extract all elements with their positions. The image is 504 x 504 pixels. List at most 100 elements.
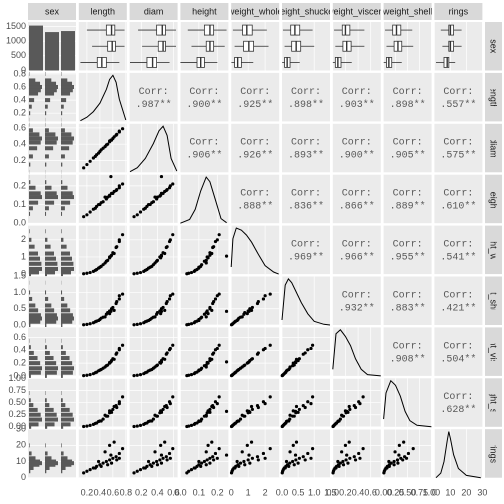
scatter-point (138, 373, 143, 377)
histogram-bar (45, 308, 55, 313)
histogram-bar (45, 251, 54, 256)
scatter-point (82, 424, 86, 429)
x-tick-label: 0.2 (211, 487, 224, 497)
scatter-point (135, 469, 139, 473)
scatter-point (96, 369, 101, 373)
scatter-point (99, 264, 103, 268)
density-line (230, 227, 279, 275)
histogram-bar (29, 323, 31, 327)
histogram-bar (61, 373, 63, 378)
panel-background (282, 72, 330, 122)
corr-title: Corr: (342, 239, 372, 250)
scatter-point (206, 443, 210, 447)
histogram-bar (61, 146, 70, 151)
scatter-point (159, 409, 164, 413)
corr-title: Corr: (443, 341, 473, 352)
scatter-point (168, 346, 172, 351)
histogram-bar (61, 366, 74, 371)
scatter-point (150, 464, 154, 468)
scatter-point (345, 453, 349, 457)
scatter-point (146, 459, 151, 464)
y-tick-label: 1.00 (8, 373, 26, 383)
scatter-point (111, 407, 115, 412)
panel-background (129, 225, 178, 275)
scatter-point (261, 297, 266, 301)
scatter-point (208, 461, 212, 465)
x-tick-label: 1.0 (308, 487, 321, 497)
histogram-bar (61, 443, 62, 448)
corr-value: .955** (390, 251, 426, 263)
row-strip (485, 276, 502, 325)
histogram-bar (29, 361, 41, 366)
scatter-point (150, 264, 154, 268)
scatter-point (361, 395, 365, 399)
scatter-point (283, 466, 287, 470)
scatter-point (187, 424, 191, 428)
histogram-bar (61, 459, 73, 464)
scatter-point (247, 453, 251, 457)
scatter-point (106, 258, 110, 262)
scatter-point (255, 455, 260, 459)
scatter-point (406, 451, 411, 456)
scatter-point (268, 343, 272, 347)
histogram-bar (45, 211, 47, 216)
scatter-point (197, 369, 201, 373)
scatter-point (93, 320, 97, 324)
scatter-point (235, 459, 239, 464)
scatter-point (294, 440, 299, 444)
histogram-bar (45, 154, 49, 159)
scatter-point (106, 195, 110, 199)
histogram-bar (29, 195, 42, 200)
scatter-point (187, 322, 191, 326)
scatter-point (284, 459, 289, 464)
scatter-point (204, 463, 208, 467)
scatter-point (88, 210, 92, 214)
x-tick-label: 0.50 (399, 487, 417, 497)
scatter-point (292, 363, 296, 367)
scatter-point (208, 410, 212, 414)
scatter-point (352, 455, 356, 459)
scatter-point (115, 405, 119, 410)
scatter-point (336, 459, 340, 464)
scatter-point (101, 461, 105, 465)
corr-value: .836** (288, 201, 324, 213)
scatter-point (120, 182, 125, 186)
histogram-bar (61, 128, 65, 133)
scatter-point (161, 456, 165, 460)
scatter-point (146, 318, 151, 323)
scatter-point (146, 202, 151, 207)
scatter-point (385, 466, 389, 470)
scatter-point (103, 145, 107, 149)
scatter-point (108, 458, 112, 462)
scatter-point (341, 459, 345, 464)
scatter-point (109, 461, 114, 465)
scatter-point (82, 272, 86, 276)
histogram-bar (29, 370, 41, 375)
panel-background (129, 123, 178, 173)
scatter-point (189, 270, 194, 275)
panel-background (383, 327, 432, 376)
density-line (383, 379, 432, 428)
scatter-point (238, 461, 243, 465)
scatter-point (205, 458, 209, 462)
row-strip (485, 22, 502, 71)
scatter-point (189, 423, 194, 427)
histogram-bar (45, 185, 52, 190)
y-tick-label: 0.6 (13, 332, 26, 342)
column-strip (78, 3, 127, 20)
histogram-bar (61, 316, 74, 321)
scatter-point (297, 407, 301, 412)
scatter-point (93, 206, 97, 210)
scatter-point (158, 458, 162, 462)
scatter-point (150, 201, 154, 205)
corr-value: .906** (186, 150, 222, 162)
panel-background (332, 123, 381, 173)
scatter-point (85, 322, 89, 326)
scatter-point (204, 450, 208, 454)
panel-background (332, 276, 381, 325)
panel-background (28, 429, 76, 478)
scatter-point (212, 458, 216, 462)
histogram-bar (29, 78, 36, 83)
histogram-bar (45, 206, 49, 211)
histogram-bar (61, 237, 64, 242)
